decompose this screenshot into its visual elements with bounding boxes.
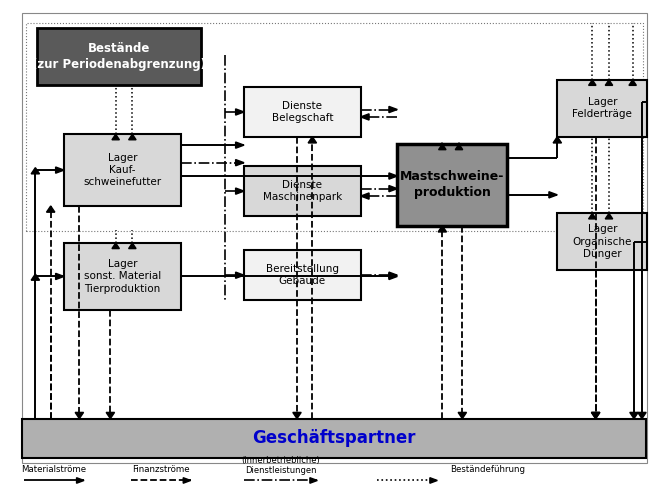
- Polygon shape: [236, 109, 244, 115]
- Polygon shape: [55, 273, 64, 280]
- Polygon shape: [605, 213, 613, 219]
- Polygon shape: [553, 137, 562, 143]
- Polygon shape: [293, 412, 301, 419]
- Polygon shape: [236, 142, 244, 148]
- Polygon shape: [439, 144, 446, 150]
- Text: Lager
Felderträge: Lager Felderträge: [572, 97, 632, 120]
- Polygon shape: [438, 226, 446, 232]
- Polygon shape: [361, 114, 369, 120]
- Text: (innerbetriebliche)
Dienstleistungen: (innerbetriebliche) Dienstleistungen: [241, 456, 320, 475]
- Text: Dienste
Belegschaft: Dienste Belegschaft: [272, 101, 333, 123]
- Polygon shape: [549, 192, 557, 198]
- Bar: [26, 23, 643, 231]
- Polygon shape: [31, 274, 39, 280]
- Polygon shape: [456, 144, 463, 150]
- Polygon shape: [236, 188, 244, 194]
- Text: Lager
sonst. Material
Tierproduktion: Lager sonst. Material Tierproduktion: [84, 259, 161, 294]
- Polygon shape: [389, 173, 397, 179]
- Polygon shape: [389, 107, 397, 113]
- Polygon shape: [129, 134, 136, 140]
- Bar: [397, 144, 507, 226]
- Polygon shape: [589, 80, 596, 85]
- Polygon shape: [389, 186, 397, 192]
- Bar: [244, 87, 361, 137]
- Polygon shape: [112, 134, 120, 140]
- Polygon shape: [236, 160, 244, 166]
- Text: Finanzströme: Finanzströme: [132, 465, 190, 474]
- Polygon shape: [75, 412, 84, 419]
- Bar: [64, 243, 180, 310]
- Polygon shape: [361, 193, 369, 199]
- Polygon shape: [183, 478, 190, 483]
- Text: Bereitstellung
Gebäude: Bereitstellung Gebäude: [266, 264, 339, 286]
- Bar: [557, 213, 647, 270]
- Polygon shape: [112, 243, 120, 248]
- Polygon shape: [129, 243, 136, 248]
- Polygon shape: [605, 80, 613, 85]
- Bar: [244, 250, 361, 300]
- Polygon shape: [630, 412, 638, 419]
- Polygon shape: [77, 478, 84, 483]
- Polygon shape: [106, 412, 114, 419]
- Text: Lager
Organische
Dünger: Lager Organische Dünger: [572, 224, 632, 259]
- Polygon shape: [310, 478, 317, 483]
- Polygon shape: [591, 412, 600, 419]
- Polygon shape: [589, 213, 596, 219]
- Polygon shape: [31, 168, 39, 174]
- Polygon shape: [430, 478, 438, 483]
- Bar: [64, 134, 180, 206]
- Text: Dienste
Maschinenpark: Dienste Maschinenpark: [263, 180, 342, 202]
- Text: Bestände
(zur Periodenabgrenzung): Bestände (zur Periodenabgrenzung): [32, 42, 206, 71]
- Polygon shape: [629, 80, 637, 85]
- Text: Materialströme: Materialströme: [21, 465, 87, 474]
- Polygon shape: [308, 137, 317, 143]
- Bar: [557, 80, 647, 137]
- Polygon shape: [47, 206, 55, 212]
- Polygon shape: [638, 412, 646, 419]
- Polygon shape: [389, 272, 397, 278]
- Bar: [244, 166, 361, 216]
- Text: Geschäftspartner: Geschäftspartner: [253, 430, 415, 447]
- Polygon shape: [236, 272, 244, 278]
- Text: Mastschweine-
produktion: Mastschweine- produktion: [400, 171, 504, 199]
- Text: Lager
Kauf-
schweinefutter: Lager Kauf- schweinefutter: [84, 153, 162, 187]
- Polygon shape: [389, 273, 397, 280]
- Polygon shape: [55, 167, 64, 173]
- Polygon shape: [591, 412, 600, 419]
- Bar: [22, 419, 646, 458]
- Text: Beständeführung: Beständeführung: [450, 465, 525, 474]
- Polygon shape: [458, 412, 466, 419]
- Bar: [37, 28, 200, 85]
